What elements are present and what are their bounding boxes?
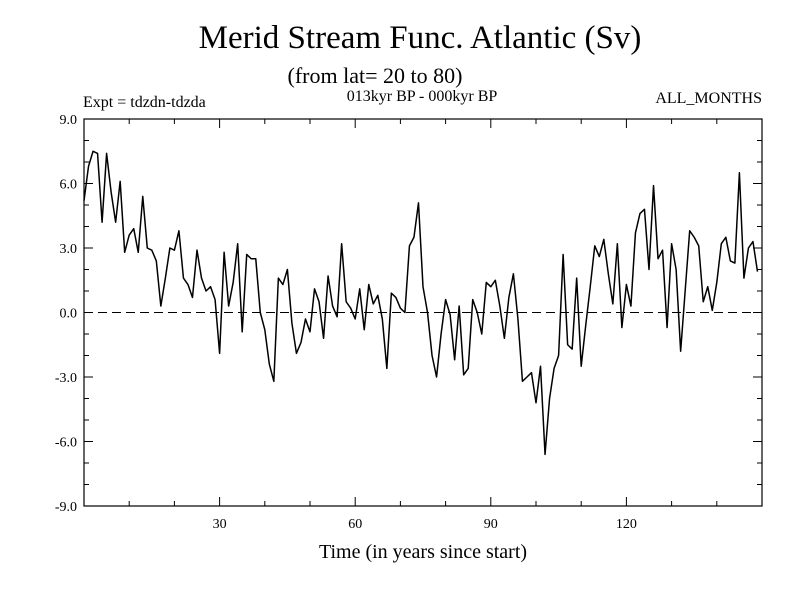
- x-tick-label: 120: [616, 517, 637, 532]
- tick-labels-layer: -9.0 -6.0 -3.0 0.0 3.0 6.0 9.0 30 60 90 120: [55, 113, 637, 532]
- x-tick-label: 60: [348, 517, 362, 532]
- plot-frame: [83, 118, 763, 507]
- x-tick-label: 90: [484, 517, 498, 532]
- chart-title: Merid Stream Func. Atlantic (Sv): [199, 20, 642, 56]
- y-tick-label: 6.0: [60, 178, 78, 193]
- series-line: [83, 150, 759, 456]
- y-tick-label: 9.0: [60, 113, 78, 128]
- x-axis-label: Time (in years since start): [319, 541, 527, 563]
- series-layer: [83, 150, 759, 456]
- x-tick-label: 30: [213, 517, 227, 532]
- chart-subtitle: (from lat= 20 to 80): [288, 63, 463, 88]
- expt-label: Expt = tdzdn-tdzda: [83, 94, 206, 111]
- y-tick-label: -9.0: [55, 500, 77, 515]
- months-label: ALL_MONTHS: [655, 90, 762, 107]
- y-tick-label: -6.0: [55, 436, 77, 451]
- period-label: 013kyr BP - 000kyr BP: [347, 88, 498, 105]
- y-tick-label: -3.0: [55, 371, 77, 386]
- y-tick-label: 0.0: [60, 307, 78, 322]
- y-tick-label: 3.0: [60, 242, 78, 257]
